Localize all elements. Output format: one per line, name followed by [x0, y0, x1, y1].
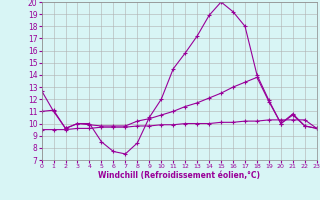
X-axis label: Windchill (Refroidissement éolien,°C): Windchill (Refroidissement éolien,°C): [98, 171, 260, 180]
